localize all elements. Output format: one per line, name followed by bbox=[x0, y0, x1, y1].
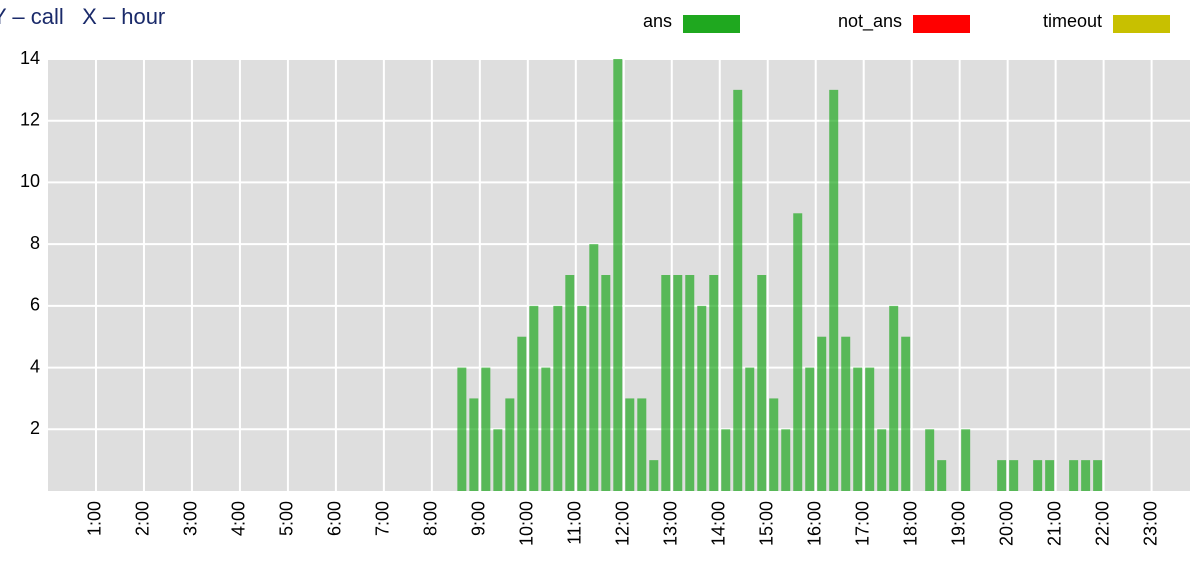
x-tick-label: 8:00 bbox=[421, 501, 441, 536]
bar bbox=[1081, 460, 1091, 491]
legend-label: ans bbox=[643, 11, 672, 31]
x-tick-label: 5:00 bbox=[277, 501, 297, 536]
bar bbox=[1093, 460, 1103, 491]
bar bbox=[889, 305, 899, 491]
bar bbox=[637, 398, 647, 491]
bar bbox=[925, 429, 935, 491]
bar bbox=[457, 367, 467, 491]
bar bbox=[733, 89, 743, 491]
bar bbox=[853, 367, 863, 491]
x-tick-label: 12:00 bbox=[613, 501, 633, 546]
bar bbox=[565, 275, 575, 491]
bar bbox=[817, 336, 827, 491]
bar bbox=[613, 59, 623, 491]
legend-swatch bbox=[683, 15, 740, 33]
bar bbox=[865, 367, 875, 491]
bar bbox=[493, 429, 503, 491]
bar bbox=[469, 398, 479, 491]
x-tick-label: 6:00 bbox=[325, 501, 345, 536]
bar bbox=[553, 305, 563, 491]
bar bbox=[589, 244, 599, 491]
y-tick-label: 12 bbox=[20, 109, 40, 129]
bar bbox=[661, 275, 671, 491]
x-tick-label: 13:00 bbox=[661, 501, 681, 546]
x-tick-label: 16:00 bbox=[804, 501, 824, 546]
x-tick-label: 2:00 bbox=[133, 501, 153, 536]
bar bbox=[781, 429, 791, 491]
y-tick-label: 4 bbox=[30, 356, 40, 376]
bar bbox=[481, 367, 491, 491]
bar bbox=[517, 336, 527, 491]
bar bbox=[529, 305, 539, 491]
bar bbox=[697, 305, 707, 491]
bar bbox=[757, 275, 767, 491]
bar bbox=[877, 429, 887, 491]
x-tick-label: 4:00 bbox=[229, 501, 249, 536]
y-tick-label: 2 bbox=[30, 418, 40, 438]
bar bbox=[685, 275, 695, 491]
y-tick-label: 10 bbox=[20, 171, 40, 191]
y-tick-label: 8 bbox=[30, 233, 40, 253]
bar bbox=[649, 460, 659, 491]
legend-label: timeout bbox=[1043, 11, 1102, 31]
bar bbox=[721, 429, 731, 491]
x-tick-label: 18:00 bbox=[900, 501, 920, 546]
x-tick-label: 10:00 bbox=[517, 501, 537, 546]
x-tick-label: 7:00 bbox=[373, 501, 393, 536]
x-tick-label: 1:00 bbox=[85, 501, 105, 536]
x-tick-label: 14:00 bbox=[709, 501, 729, 546]
x-tick-label: 19:00 bbox=[948, 501, 968, 546]
bar bbox=[829, 89, 839, 491]
bar bbox=[793, 213, 803, 492]
bar bbox=[1069, 460, 1079, 491]
x-tick-label: 23:00 bbox=[1140, 501, 1160, 546]
bar bbox=[961, 429, 971, 491]
y-tick-label: 14 bbox=[20, 48, 40, 68]
bar bbox=[505, 398, 515, 491]
x-tick-label: 11:00 bbox=[565, 501, 585, 545]
chart-title: Y – call X – hour bbox=[0, 4, 165, 29]
bar bbox=[709, 275, 719, 491]
x-tick-label: 22:00 bbox=[1092, 501, 1112, 546]
bar bbox=[577, 305, 587, 491]
bar bbox=[937, 460, 947, 491]
bar bbox=[1033, 460, 1043, 491]
x-tick-label: 9:00 bbox=[469, 501, 489, 536]
x-tick-label: 17:00 bbox=[852, 501, 872, 546]
x-tick-label: 20:00 bbox=[996, 501, 1016, 546]
legend-swatch bbox=[913, 15, 970, 33]
bar bbox=[901, 336, 911, 491]
bar bbox=[769, 398, 779, 491]
bar bbox=[997, 460, 1007, 491]
bar bbox=[1045, 460, 1055, 491]
legend-swatch bbox=[1113, 15, 1170, 33]
bar bbox=[673, 275, 683, 491]
bar bbox=[1009, 460, 1019, 491]
bar bbox=[805, 367, 815, 491]
legend-label: not_ans bbox=[838, 11, 902, 32]
bar bbox=[541, 367, 551, 491]
x-tick-label: 3:00 bbox=[181, 501, 201, 536]
bar bbox=[841, 336, 851, 491]
x-tick-label: 21:00 bbox=[1044, 501, 1064, 546]
y-tick-label: 6 bbox=[30, 295, 40, 315]
bar bbox=[745, 367, 755, 491]
x-tick-label: 15:00 bbox=[756, 501, 776, 546]
bar bbox=[625, 398, 635, 491]
bar bbox=[601, 275, 611, 491]
